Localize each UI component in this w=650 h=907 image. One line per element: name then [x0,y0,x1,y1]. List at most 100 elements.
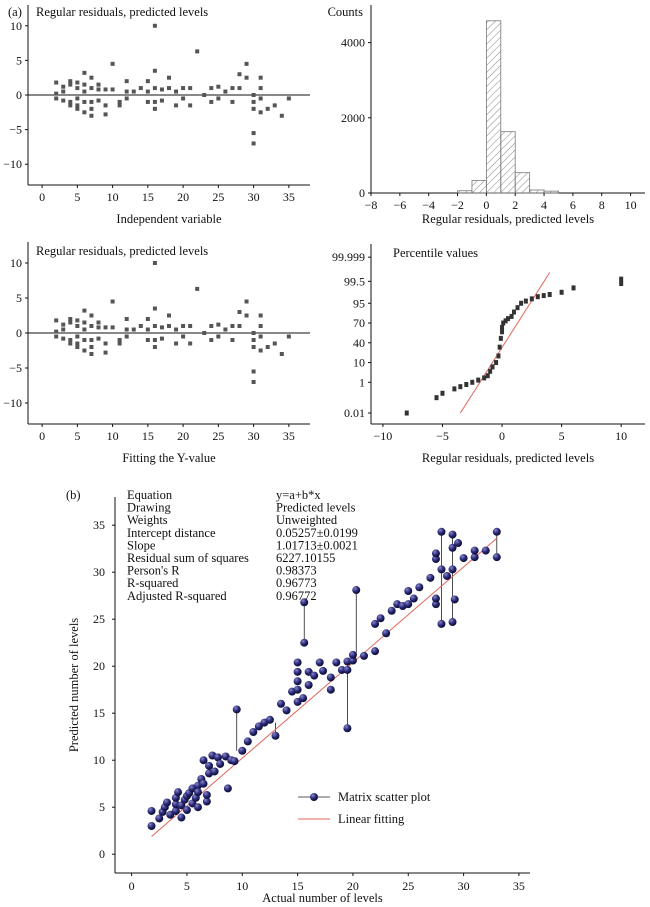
scatter-point [155,814,164,823]
scatter-point [415,583,424,592]
prob-xtick-label: −5 [436,429,449,443]
scatter-point [271,731,280,740]
res0-point [61,89,66,94]
scatter-xtick-label: 20 [347,879,359,893]
res0-point [75,106,80,111]
prob-point [571,285,576,291]
res0-point [82,89,87,94]
scatter-point [238,746,247,755]
scatter-point [230,757,239,766]
res2-point [181,334,186,339]
prob-point [509,313,514,319]
res2-point [68,338,73,342]
res2-point [110,299,115,304]
prob-point [511,309,516,315]
res0-point [124,96,129,101]
scatter-point [147,822,156,830]
hist-xlabel: Regular residuals, predicted levels [422,212,594,226]
res2-point [131,327,136,332]
scatter-point [319,666,328,675]
prob-ytick-label: 99.999 [332,250,365,264]
res0-point [138,86,143,91]
res2-point [251,331,256,335]
res2-point [54,334,59,339]
res0-point [244,61,249,66]
scatter-point [343,724,352,733]
res2-xtick-label: 35 [283,429,295,443]
res2-point [89,338,94,342]
res2-point [75,345,80,349]
res0-point [145,89,150,94]
prob-ytick-label: 99.5 [344,274,365,288]
prob-point [482,375,487,381]
res2-point [216,322,221,327]
scatter-point [177,813,186,822]
res0-point [54,80,59,85]
res0-point [237,86,242,91]
prob-point [490,364,495,370]
res2-point [75,334,80,339]
scatter-point [492,527,501,536]
res0-point [68,79,73,84]
res2-point [159,336,164,341]
prob-ytick-label: 70 [353,316,365,330]
scatter-point [315,658,324,667]
res2-point [209,324,214,328]
res2-point [54,318,59,323]
hist-xtick-label: 0 [483,198,489,212]
prob-point [488,368,493,374]
res2-xtick-label: 20 [177,429,189,443]
res0-point [230,99,235,104]
res0-xtick-label: 20 [177,190,189,204]
res2-point [138,324,143,328]
res2-point [244,313,249,318]
res2-point [124,327,129,332]
prob-point [485,373,490,379]
res2-point [124,334,129,339]
prob-point [494,360,499,366]
scatter-point [223,784,232,793]
res2-point [152,338,157,342]
hist-xtick-label: 2 [512,198,518,212]
scatter-point [300,638,309,647]
scatter-point [454,539,463,548]
res2-xtick-label: 10 [107,429,119,443]
prob-point [503,318,508,324]
res2-xtick-label: 15 [142,429,154,443]
prob-point [470,379,475,385]
res0-point [117,99,122,104]
legend-marker-symbol [310,793,318,801]
hist-bar [485,20,502,194]
res0-point [54,91,59,96]
res0-point [251,93,256,97]
stats-value: Unweighted [276,513,338,527]
res0-point [103,112,108,117]
stats-key: Person's R [127,564,180,578]
res2-point [258,324,263,328]
res2-ytick-label: 0 [16,326,22,340]
stats-key: Intercept distance [127,526,216,540]
res0-xtick-label: 25 [212,190,224,204]
res0-point [181,86,186,91]
res2-point [145,327,150,332]
prob-point [547,291,552,297]
stats-key: Drawing [127,501,171,515]
hist-bar [543,190,559,194]
scatter-xtick-label: 30 [458,879,470,893]
stats-key: Equation [127,488,173,502]
res2-point [167,324,171,328]
res0-point [202,93,207,97]
res0-point [152,23,157,28]
res0-point [89,113,94,118]
res0-point [61,98,66,103]
stats-value: 1.01713±0.0021 [276,538,358,552]
res2-point [265,345,270,349]
scatter-point [174,788,183,797]
res0-xlabel: Independent variable [116,212,222,226]
res2-point [244,299,249,304]
hist-title: Counts [328,5,364,19]
prob-point [452,386,457,392]
res0-point [117,103,122,108]
res2-ytick-label: −5 [9,361,22,375]
